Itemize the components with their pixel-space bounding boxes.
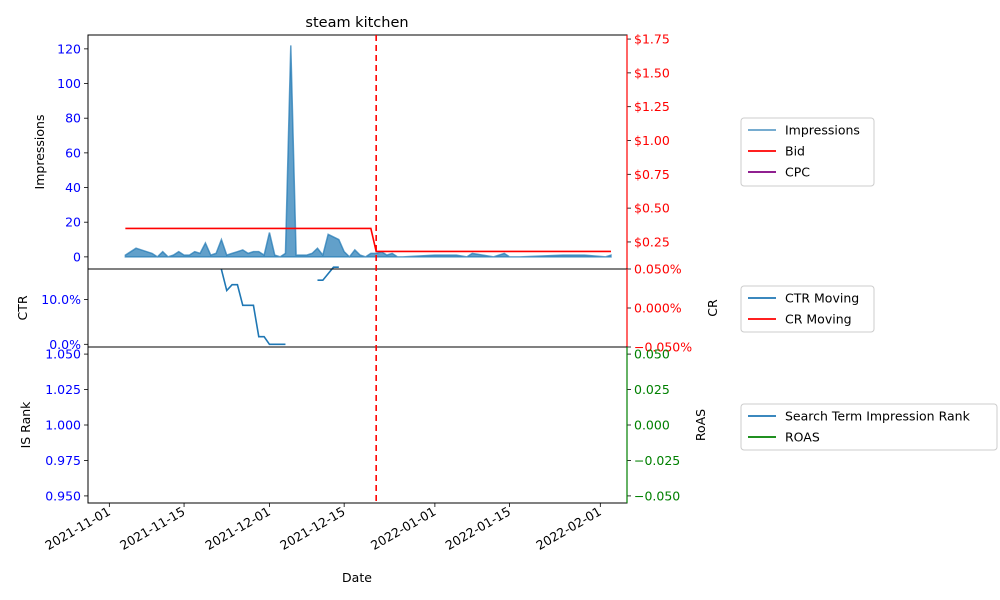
legend-label: Impressions [785,123,860,138]
ctr-moving-line [220,269,286,346]
y-right-tick-label: $0.50 [634,201,670,216]
y-right-tick-label: $0.75 [634,167,670,182]
y-right-tick-label: −0.050 [634,488,680,503]
y-left-tick-label: 20 [65,215,81,230]
panel-frame [87,346,628,504]
y-left-tick-label: 0 [73,249,81,264]
ctr-moving-line [317,266,339,282]
bid-line [125,227,611,253]
legend-box [740,117,875,187]
y-left-tick-label: 1.000 [45,418,81,433]
x-tick-label: 2021-11-15 [117,504,187,553]
x-tick-label: 2021-11-01 [42,504,112,553]
legend-box [740,403,998,451]
y-right-tick-label: $1.00 [634,133,670,148]
y-left-tick-label: 1.025 [45,382,81,397]
y-left-tick-label: 10.0% [41,292,81,307]
y-left-tick-label: 0.975 [45,453,81,468]
y-right-tick-label: $1.25 [634,99,670,114]
y-left-axis-label: CTR [15,295,30,320]
x-tick-label: 2021-12-15 [277,504,347,553]
y-left-tick-label: 100 [57,76,81,91]
y-right-axis-label: CR [705,299,720,317]
legend-label: Search Term Impression Rank [785,409,971,424]
y-right-tick-label: $1.75 [634,32,670,47]
x-axis-label: Date [342,570,372,585]
y-left-tick-label: 80 [65,111,81,126]
y-right-tick-label: −0.025 [634,453,680,468]
y-right-axis-label: RoAS [693,409,708,441]
legend-label: CTR Moving [785,291,859,306]
y-right-tick-label: 0.000% [634,301,682,316]
y-left-tick-label: 60 [65,145,81,160]
y-right-tick-label: 0.025 [634,382,670,397]
y-left-tick-label: 1.050 [45,347,81,362]
x-tick-label: 2022-01-01 [368,504,438,553]
y-left-tick-label: 120 [57,41,81,56]
impressions-area [124,45,612,258]
panel-frame [87,268,628,348]
y-left-axis-label: IS Rank [18,401,33,449]
y-left-tick-label: 0.950 [45,488,81,503]
x-tick-label: 2022-02-01 [533,504,603,553]
legend-label: ROAS [785,430,820,445]
y-right-tick-label: −0.050% [634,340,692,355]
legend-label: CR Moving [785,312,852,327]
y-left-tick-label: 40 [65,180,81,195]
panel-frame [87,34,628,270]
y-right-tick-label: 0.050 [634,347,670,362]
chart-title: steam kitchen [305,15,408,31]
plot-layer: 0 20 40 60 80 100 120 $0.25 $0.50 $0.75 $1.00 $1.25… [15,32,998,553]
y-right-tick-label: $0.25 [634,234,670,249]
y-right-tick-label: 0.050% [634,262,682,277]
y-left-axis-label: Impressions [32,115,47,190]
legend-label: CPC [785,165,810,180]
y-right-tick-label: 0.000 [634,418,670,433]
x-tick-label: 2022-01-15 [443,504,513,553]
legend-label: Bid [785,144,805,159]
x-tick-label: 2021-12-01 [203,504,273,553]
y-right-tick-label: $1.50 [634,65,670,80]
y-left-tick-label: 0.0% [49,337,81,352]
